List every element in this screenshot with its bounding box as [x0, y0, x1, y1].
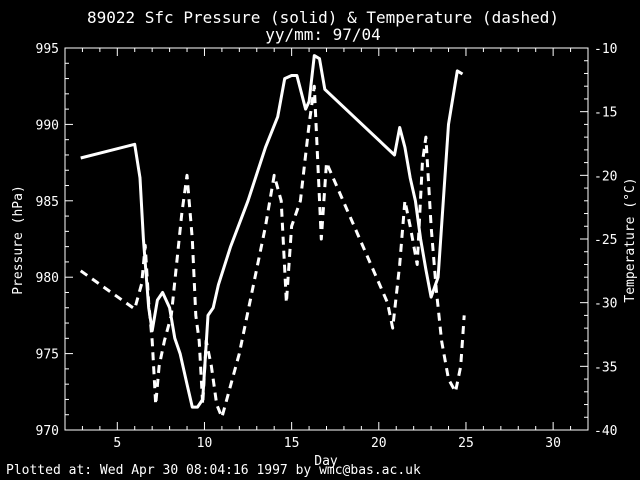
y-axis-left-label: Pressure (hPa): [11, 185, 26, 295]
x-tick-label: 10: [197, 436, 213, 451]
x-tick-label: 30: [545, 436, 561, 451]
chart-title: 89022 Sfc Pressure (solid) & Temperature…: [87, 8, 559, 27]
y-left-tick-label: 975: [36, 348, 59, 363]
y-right-tick-label: -10: [594, 42, 617, 57]
temperature-series-line: [79, 84, 466, 419]
y-left-tick-label: 985: [36, 195, 59, 210]
y-right-tick-label: -40: [594, 424, 617, 439]
y-left-tick-label: 980: [36, 271, 59, 286]
x-axis-label: Day: [314, 454, 338, 469]
x-tick-label: 5: [113, 436, 121, 451]
y-left-tick-label: 990: [36, 118, 59, 133]
pressure-series-line: [80, 54, 464, 409]
y-right-tick-label: -15: [594, 106, 617, 121]
chart-subtitle: yy/mm: 97/04: [265, 25, 381, 44]
y-right-tick-label: -25: [594, 233, 617, 248]
y-right-tick-label: -20: [594, 169, 617, 184]
series-layer: [79, 54, 466, 419]
y-right-tick-label: -30: [594, 297, 617, 312]
y-axis-left-ticks: 970 975 980 985 990 995: [36, 42, 73, 439]
y-axis-right-ticks: -10 -15 -20 -25 -30 -35 -40: [580, 42, 617, 439]
footer-credit: Plotted at: Wed Apr 30 08:04:16 1997 by …: [6, 463, 421, 478]
y-left-tick-label: 970: [36, 424, 59, 439]
x-axis-ticks: 5 10 15 20 25 30: [81, 48, 572, 451]
x-tick-label: 20: [371, 436, 387, 451]
x-tick-label: 25: [458, 436, 474, 451]
y-right-tick-label: -35: [594, 360, 617, 375]
x-tick-label: 15: [284, 436, 300, 451]
y-axis-right-label: Temperature (°C): [623, 177, 638, 302]
y-left-tick-label: 995: [36, 42, 59, 57]
